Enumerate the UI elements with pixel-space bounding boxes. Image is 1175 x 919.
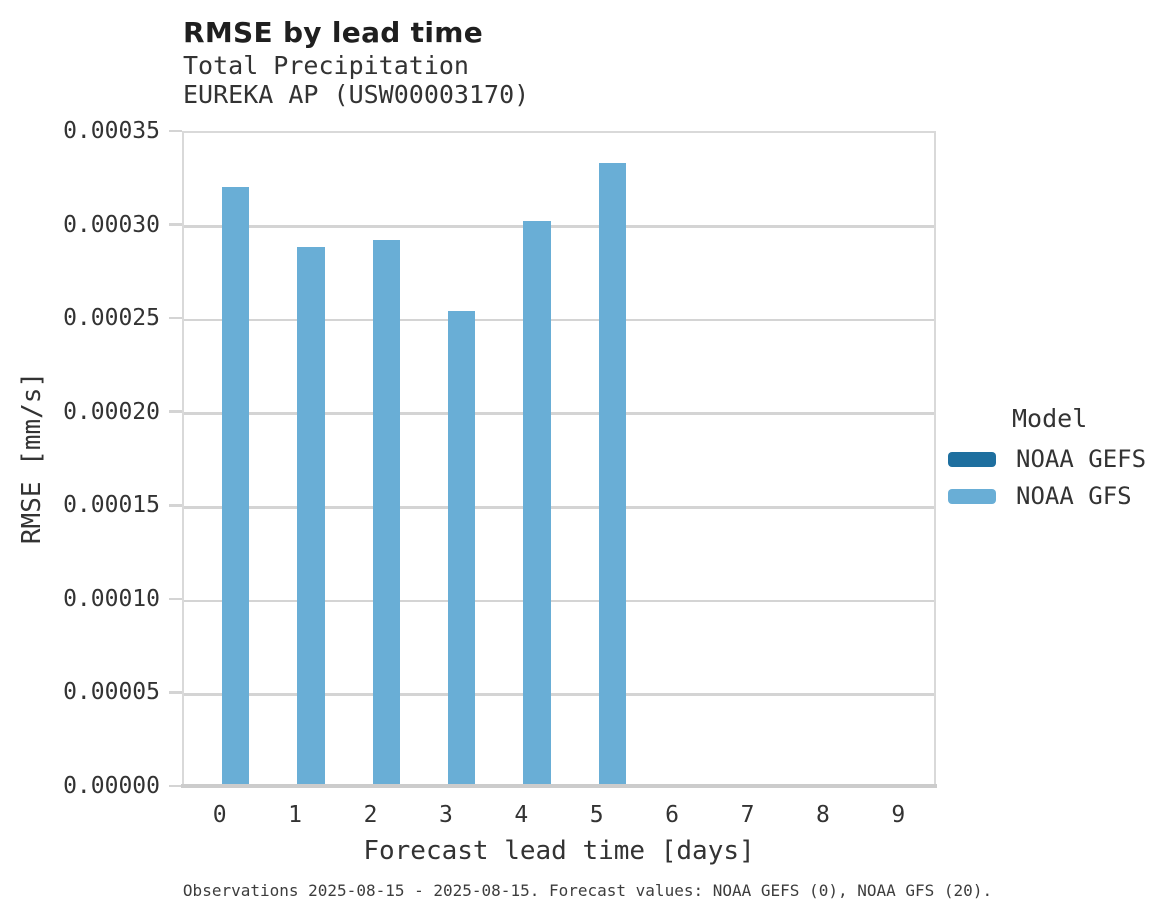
x-tick-label: 9	[891, 802, 906, 828]
x-axis-title: Forecast lead time [days]	[363, 836, 755, 866]
y-tick-mark	[169, 410, 182, 413]
x-tick-label: 7	[740, 802, 755, 828]
bar-noaa-gfs-2[interactable]	[372, 239, 400, 786]
legend-item-noaa-gfs[interactable]: NOAA GFS	[948, 482, 1146, 510]
y-tick-mark	[169, 597, 182, 601]
gridline	[184, 599, 934, 603]
chart-subtitle-station: EUREKA AP (USW00003170)	[183, 80, 530, 109]
gridline	[184, 693, 934, 696]
bar-noaa-gfs-5[interactable]	[598, 162, 627, 786]
x-tick-label: 5	[589, 802, 604, 828]
legend-item-noaa-gefs[interactable]: NOAA GEFS	[948, 445, 1146, 473]
y-tick-mark	[169, 129, 182, 133]
y-tick-label: 0.00000	[63, 773, 160, 799]
y-tick-label: 0.00005	[63, 679, 160, 706]
chart-title: RMSE by lead time	[183, 16, 484, 49]
x-axis-line	[181, 784, 937, 788]
x-tick-label: 4	[514, 802, 529, 828]
x-tick-label: 6	[665, 802, 680, 828]
bar-noaa-gfs-1[interactable]	[297, 247, 325, 786]
y-tick-mark	[169, 223, 182, 226]
x-tick-label: 3	[438, 802, 453, 828]
y-tick-label: 0.00030	[63, 211, 160, 238]
legend-items: NOAA GEFS NOAA GFS	[948, 445, 1146, 510]
x-tick-label: 0	[212, 802, 227, 828]
y-tick-mark	[169, 691, 182, 694]
x-tick-label: 2	[363, 802, 378, 828]
footer-caption: Observations 2025-08-15 - 2025-08-15. Fo…	[182, 881, 993, 900]
gridline	[184, 506, 934, 509]
y-tick-label: 0.00020	[63, 398, 160, 425]
bar-noaa-gfs-3[interactable]	[447, 310, 476, 786]
chart-subtitle-variable: Total Precipitation	[183, 51, 469, 80]
legend-swatch	[948, 451, 996, 467]
y-tick-mark	[169, 784, 182, 788]
y-tick-label: 0.00035	[63, 118, 160, 144]
x-tick-label: 8	[815, 802, 830, 828]
bar-noaa-gfs-0[interactable]	[221, 187, 250, 786]
gridline	[184, 412, 934, 415]
legend: Model NOAA GEFS NOAA GFS	[948, 404, 1146, 510]
legend-swatch	[948, 488, 996, 504]
gridline	[184, 225, 934, 228]
y-tick-label: 0.00015	[63, 492, 160, 519]
legend-label: NOAA GEFS	[1016, 445, 1147, 473]
y-tick-mark	[169, 316, 182, 320]
y-tick-mark	[169, 504, 182, 507]
gridline	[184, 318, 934, 322]
y-tick-label: 0.00010	[63, 585, 160, 612]
plot-area	[182, 131, 936, 786]
bar-noaa-gfs-4[interactable]	[523, 220, 551, 786]
legend-title: Model	[1012, 404, 1088, 433]
legend-label: NOAA GFS	[1016, 482, 1132, 510]
x-tick-label: 1	[288, 802, 303, 828]
y-tick-label: 0.00025	[63, 305, 160, 332]
